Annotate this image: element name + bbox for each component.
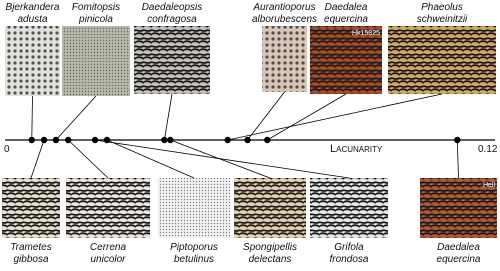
genus-label: Aurantioporus [252, 2, 315, 13]
specimen-texture [262, 26, 307, 92]
specimen-texture [2, 178, 60, 238]
lacunarity-point [161, 136, 168, 144]
species-label: confragosa [147, 14, 197, 25]
lacunarity-point [40, 136, 48, 144]
connector [163, 93, 173, 141]
lacunarity-point [244, 136, 251, 144]
species-label: gibbosa [13, 254, 48, 265]
species-label: alborubescens [252, 14, 317, 25]
species-label: delectans [249, 254, 292, 265]
specimen-texture [134, 26, 210, 94]
genus-label: Fomitopsis [72, 2, 120, 13]
specimen-texture [420, 178, 497, 238]
species-label: adusta [17, 14, 47, 25]
connector [227, 93, 443, 141]
genus-label: Trametes [10, 242, 52, 253]
lacunarity-point [91, 136, 99, 144]
connector [30, 139, 45, 179]
specimen-texture [310, 178, 388, 238]
axis-max: 0.12 [478, 144, 498, 155]
specimen-texture [388, 26, 496, 94]
genus-label: Daedalea [437, 242, 480, 253]
connector [95, 139, 350, 179]
species-label: betulinus [174, 254, 214, 265]
genus-label: Spongipellis [243, 242, 297, 253]
genus-label: Grifola [334, 242, 364, 253]
genus-label: Bjerkandera [6, 2, 60, 13]
connector [106, 139, 195, 179]
lacunarity-point [264, 136, 271, 144]
connector [31, 95, 33, 141]
connector [267, 93, 347, 141]
connector [55, 95, 97, 141]
axis-min: 0 [4, 144, 10, 155]
specimen-texture [66, 178, 150, 238]
species-label: equercina [437, 254, 481, 265]
genus-label: Phaeolus [421, 2, 463, 13]
genus-label: Cerrena [90, 242, 127, 253]
connector [67, 139, 109, 179]
specimen-texture [310, 26, 382, 94]
lacunarity-point [64, 136, 72, 144]
specimen-texture [62, 26, 130, 96]
lacunarity-point [28, 136, 35, 144]
specimen-tag: Hell [483, 182, 496, 189]
genus-label: Daedalea [325, 2, 368, 13]
specimen-texture [234, 178, 306, 238]
species-label: schweinitzii [417, 14, 468, 25]
lacunarity-point [167, 136, 174, 144]
species-label: unicolor [90, 254, 126, 265]
lacunarity-point [454, 136, 461, 144]
species-label: frondosa [330, 254, 369, 265]
specimen-tag: Hk15825 [352, 30, 380, 37]
species-label: equercina [324, 14, 368, 25]
specimen-texture [158, 178, 230, 238]
genus-label: Daedaleopsis [142, 2, 203, 13]
species-label: pinicola [78, 14, 113, 25]
axis-label: Lacunarity [330, 143, 383, 155]
lacunarity-point [224, 136, 231, 144]
connector [456, 139, 459, 179]
connector [247, 91, 285, 141]
specimen-texture [5, 26, 60, 96]
genus-label: Piptoporus [170, 242, 218, 253]
lacunarity-point [52, 136, 60, 144]
